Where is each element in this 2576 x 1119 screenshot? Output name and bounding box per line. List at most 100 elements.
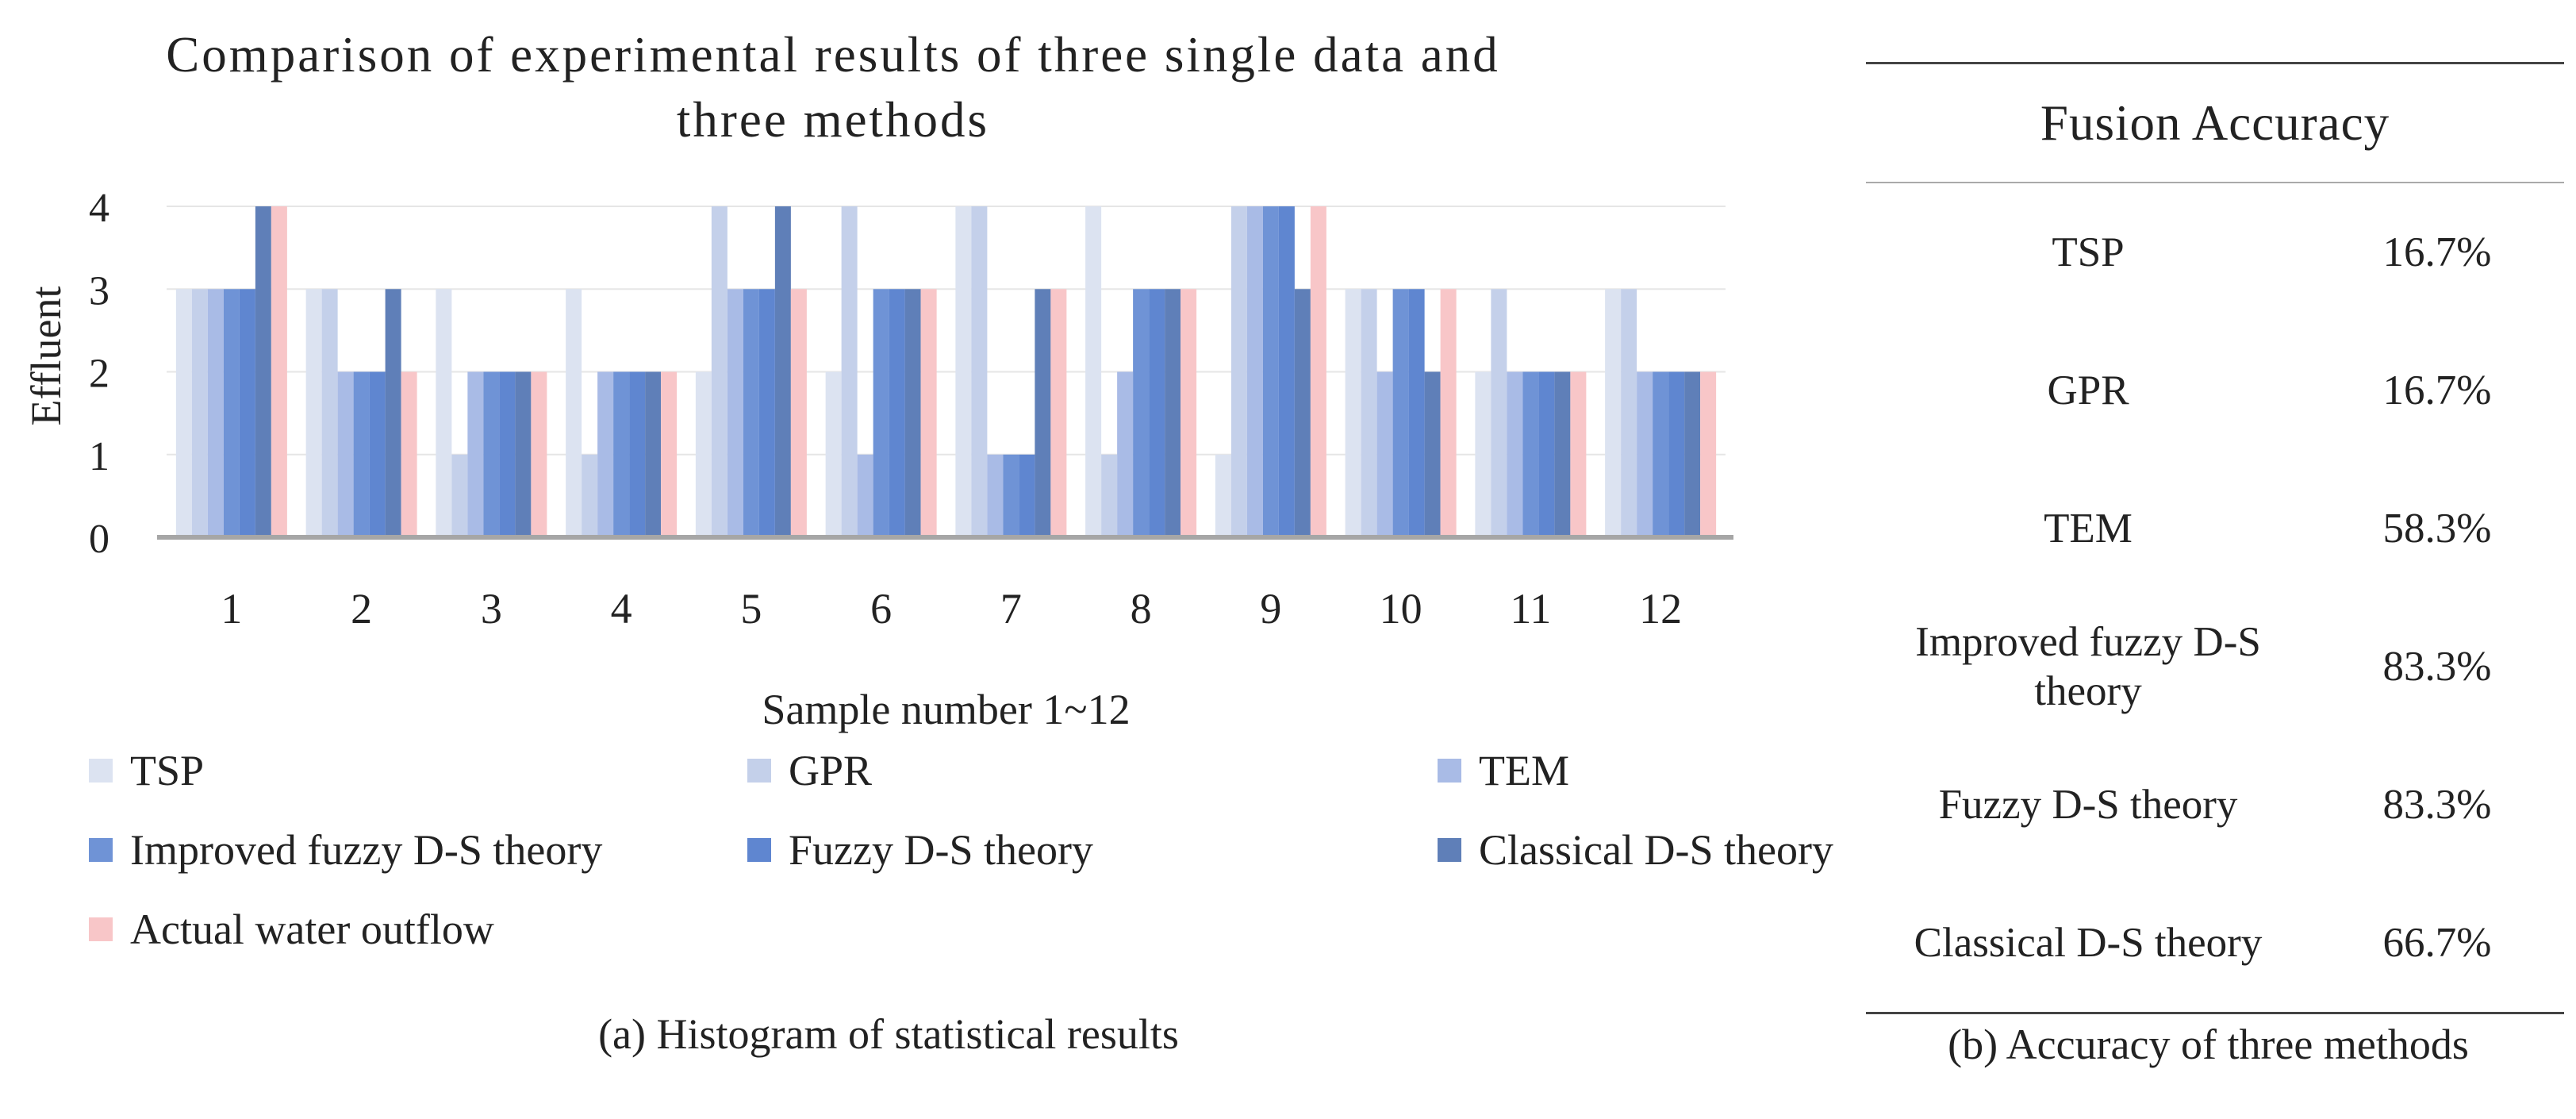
bar [790,289,807,537]
legend-label: TEM [1479,747,1569,794]
bar [1507,371,1523,537]
table-cell-accuracy: 66.7% [2382,920,2492,966]
legend-label: GPR [789,747,873,794]
legend-swatch [747,838,771,862]
legend-swatch [89,838,113,862]
bar [987,454,1004,537]
bar [1408,289,1425,537]
bar [451,454,468,537]
bar [499,371,516,537]
legend-swatch [1438,759,1461,783]
bar [1637,371,1653,537]
bar [629,371,646,537]
legend-swatch [89,759,113,783]
legend-swatch [1438,838,1461,862]
bar [1345,289,1361,537]
bar [531,371,547,537]
table-top-rule [1866,62,2564,64]
bar [971,206,988,537]
bar [727,289,743,537]
legend-item: Classical D-S theory [1438,825,1833,875]
caption-histogram: (a) Histogram of statistical results [598,1010,1179,1058]
bar [321,289,338,537]
bar [841,206,858,537]
bar [645,371,662,537]
x-axis-title: Sample number 1~12 [762,686,1130,733]
bar [1133,289,1150,537]
table-row: TEM 58.3% [1866,460,2564,598]
bar [1554,371,1571,537]
x-tick-label: 12 [1639,585,1682,633]
legend-swatch [89,917,113,941]
legend-item: Improved fuzzy D-S theory [89,825,602,875]
bar [1361,289,1377,537]
bar [1035,289,1051,537]
bar [175,289,192,537]
bar [1310,206,1326,537]
table-cell-accuracy: 83.3% [2382,644,2492,690]
table-row: Classical D-S theory 66.7% [1866,874,2564,1012]
bar [1475,371,1491,537]
bar [483,371,500,537]
x-tick-label: 10 [1380,585,1422,633]
bar [1149,289,1165,537]
bar [1621,289,1637,537]
bar [401,371,417,537]
table-bottom-rule [1866,1012,2564,1014]
table-header: Fusion Accuracy [1866,64,2564,183]
bar [1522,371,1539,537]
bar [1165,289,1181,537]
y-tick-label: 4 [89,186,109,231]
bar [337,371,354,537]
bar [191,289,208,537]
table-cell-accuracy: 16.7% [2382,367,2492,413]
bar [1570,371,1587,537]
bar [566,289,582,537]
legend-item: TEM [1438,746,1569,795]
table-cell-method: GPR [2047,367,2129,413]
bar [1605,289,1622,537]
bar [955,206,972,537]
x-tick-label: 8 [1131,585,1152,633]
y-tick-label: 0 [89,517,109,562]
grid-lines [167,206,1726,456]
x-tick-label: 4 [611,585,632,633]
bar [597,371,614,537]
y-axis-title: Effluent [22,286,70,426]
legend-label: Actual water outflow [130,906,494,953]
y-tick-label: 3 [89,268,109,313]
y-tick-label: 2 [89,352,109,397]
bar [1101,454,1118,537]
x-tick-label: 1 [221,585,242,633]
bar [207,289,224,537]
legend-item: GPR [747,746,872,795]
accuracy-table: Fusion Accuracy TSP 16.7% GPR 16.7% TEM 58.3%… [1866,62,2564,1014]
x-tick-label: 9 [1260,585,1281,633]
x-tick-label: 6 [870,585,892,633]
legend-swatch [747,759,771,783]
bar [515,371,532,537]
bar [223,289,240,537]
bar [1668,371,1685,537]
chart-legend: TSP GPR TEM Improved fuzzy D-S theory Fuzzy … [89,746,1833,976]
bar [857,454,873,537]
bar [1491,289,1507,537]
bar [582,454,598,537]
bar [305,289,322,537]
bar [1424,371,1441,537]
table-cell-accuracy: 58.3% [2382,506,2492,552]
x-tick-label: 11 [1510,585,1551,633]
legend-item: Fuzzy D-S theory [747,825,1093,875]
chart-title-line-2: three methods [676,92,990,148]
x-tick-label: 7 [1000,585,1022,633]
table-row: Fuzzy D-S theory 83.3% [1866,736,2564,874]
bar [1230,206,1247,537]
x-tick-label: 5 [740,585,762,633]
chart-title: Comparison of experimental results of th… [48,22,1618,152]
bar [1653,371,1669,537]
bar [613,371,630,537]
bar [239,289,255,537]
legend-label: Classical D-S theory [1479,826,1833,874]
bar [467,371,484,537]
